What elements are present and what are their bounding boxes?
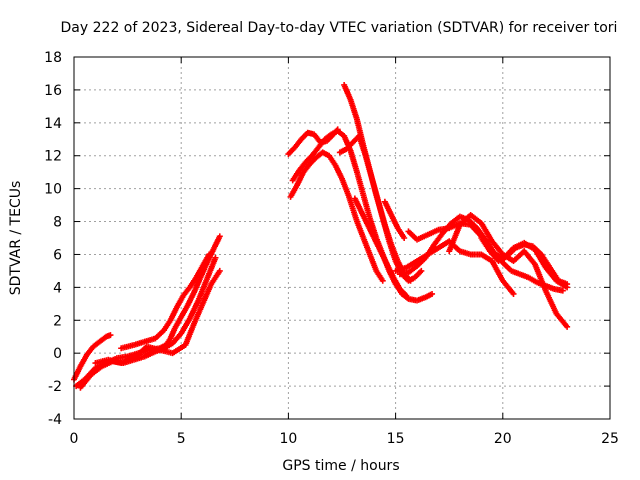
series-track-l: [381, 198, 408, 241]
series-track-e: [118, 251, 213, 352]
x-tick-labels: 0 5 10 15 20 25: [70, 431, 619, 447]
series-track-d: [92, 267, 223, 367]
series-track-f: [287, 149, 386, 284]
y-tick-label: -2: [48, 379, 62, 395]
y-tick-label: 0: [53, 346, 62, 362]
y-tick-label: 16: [44, 83, 62, 99]
axis-ticks: [73, 56, 611, 420]
series-trail: [446, 213, 569, 329]
y-tick-label: 14: [44, 116, 62, 132]
y-tick-label: 8: [53, 215, 62, 231]
x-tick-label: 25: [601, 431, 619, 447]
x-tick-label: 20: [494, 431, 512, 447]
x-tick-label: 15: [387, 431, 405, 447]
series-trail: [94, 269, 222, 366]
y-tick-label: 18: [44, 50, 62, 66]
series-track-k: [351, 195, 410, 299]
x-tick-label: 5: [177, 431, 186, 447]
series-trail: [120, 253, 212, 351]
grid-lines: [74, 57, 610, 419]
x-axis-title: GPS time / hours: [282, 458, 399, 474]
series-track-p: [446, 211, 571, 330]
series-trail: [338, 134, 413, 283]
series-trail: [71, 332, 113, 381]
y-tick-labels: -4 -2 0 2 4 6 8 10 12 14 16 18: [44, 50, 62, 428]
x-tick-label: 10: [279, 431, 297, 447]
series-track-j: [336, 132, 414, 284]
y-tick-label: 6: [53, 247, 62, 263]
y-tick-label: 2: [53, 313, 62, 329]
series-trail: [352, 197, 409, 298]
y-tick-label: 10: [44, 182, 62, 198]
chart-title: Day 222 of 2023, Sidereal Day-to-day VTE…: [61, 20, 618, 36]
series-trail: [479, 236, 569, 287]
plot-frame: [73, 56, 611, 420]
y-tick-label: 4: [53, 280, 62, 296]
y-tick-label: -4: [48, 412, 62, 428]
series-trail: [288, 150, 385, 283]
series-track-q: [478, 235, 571, 288]
y-tick-label: 12: [44, 149, 62, 165]
y-axis-title: SDTVAR / TECUs: [8, 181, 24, 296]
series-trail: [382, 200, 407, 240]
data-points: [71, 81, 571, 391]
x-tick-label: 0: [70, 431, 79, 447]
